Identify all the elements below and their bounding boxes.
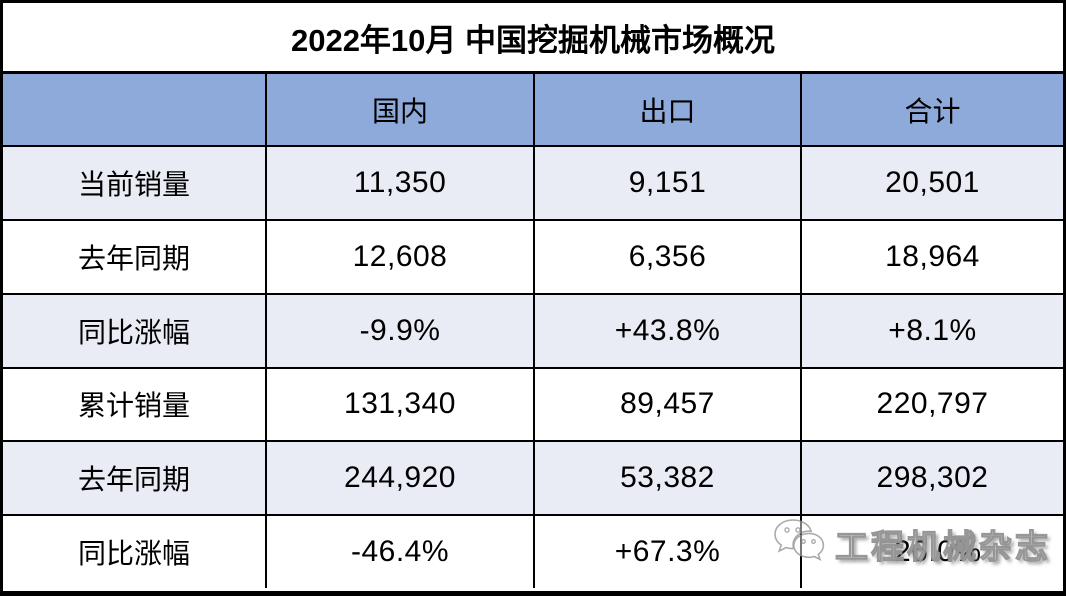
row-label-cumulative-sales: 累计销量: [3, 366, 265, 441]
cell-cumulative-export: 89,457: [533, 366, 800, 441]
cell-lastyear-month-export: 6,356: [533, 218, 800, 293]
cell-cumulative-domestic: 131,340: [265, 366, 533, 441]
cell-current-total: 20,501: [800, 145, 1063, 219]
cell-yoy-cumulative-domestic: -46.4%: [265, 514, 533, 588]
row-label-yoy-cumulative: 同比涨幅: [3, 514, 265, 588]
cell-yoy-month-domestic: -9.9%: [265, 292, 533, 367]
cell-current-export: 9,151: [533, 145, 800, 219]
header-cell-total: 合计: [800, 74, 1063, 145]
table-title: 2022年10月 中国挖掘机械市场概况: [3, 3, 1063, 74]
row-label-yoy-month: 同比涨幅: [3, 292, 265, 367]
header-cell-domestic: 国内: [265, 74, 533, 145]
row-label-lastyear-cumulative: 去年同期: [3, 440, 265, 515]
row-label-lastyear-month: 去年同期: [3, 218, 265, 293]
header-cell-export: 出口: [533, 74, 800, 145]
cell-yoy-month-total: +8.1%: [800, 292, 1063, 367]
cell-lastyear-cumulative-export: 53,382: [533, 440, 800, 515]
cell-current-domestic: 11,350: [265, 145, 533, 219]
cell-lastyear-month-total: 18,964: [800, 218, 1063, 293]
cell-lastyear-month-domestic: 12,608: [265, 218, 533, 293]
cell-lastyear-cumulative-total: 298,302: [800, 440, 1063, 515]
cell-yoy-cumulative-total: -26.0%: [800, 514, 1063, 588]
cell-cumulative-total: 220,797: [800, 366, 1063, 441]
cell-yoy-month-export: +43.8%: [533, 292, 800, 367]
header-cell-empty: [3, 74, 265, 145]
table-grid: 国内 出口 合计 当前销量 11,350 9,151 20,501 去年同期 1…: [3, 74, 1063, 588]
cell-lastyear-cumulative-domestic: 244,920: [265, 440, 533, 515]
row-label-current-sales: 当前销量: [3, 145, 265, 219]
cell-yoy-cumulative-export: +67.3%: [533, 514, 800, 588]
